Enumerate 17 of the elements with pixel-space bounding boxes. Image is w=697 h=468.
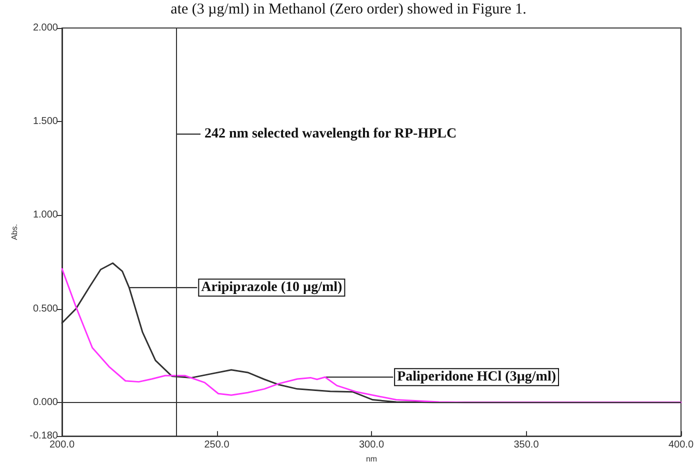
annotation: Aripiprazole (10 µg/ml) [201, 280, 343, 296]
x-tick-label: 250.0 [204, 440, 230, 451]
x-axis-title: nm [366, 454, 378, 464]
y-tick-label: 0.000 [32, 396, 58, 408]
ref-line-label: 242 nm selected wavelength for RP-HPLC [204, 126, 457, 142]
x-tick-label: 400.0 [668, 440, 694, 451]
x-tick-label: 200.0 [49, 440, 75, 451]
y-tick-label: 0.500 [32, 303, 58, 314]
annotation: Paliperidone HCl (3µg/ml) [397, 370, 556, 385]
y-tick-label: 1.500 [32, 116, 58, 128]
x-tick-label: 300.0 [358, 440, 384, 451]
y-tick-label: 1.000 [32, 210, 58, 221]
y-tick-label: -0.180 [30, 430, 58, 442]
y-axis-title: Abs. [10, 224, 20, 240]
text: ate (3 µg/ml) in Methanol (Zero order) showed in Figure 1. [170, 2, 526, 18]
y-tick-label: 2.000 [32, 22, 58, 34]
x-tick-label: 350.0 [514, 440, 540, 451]
